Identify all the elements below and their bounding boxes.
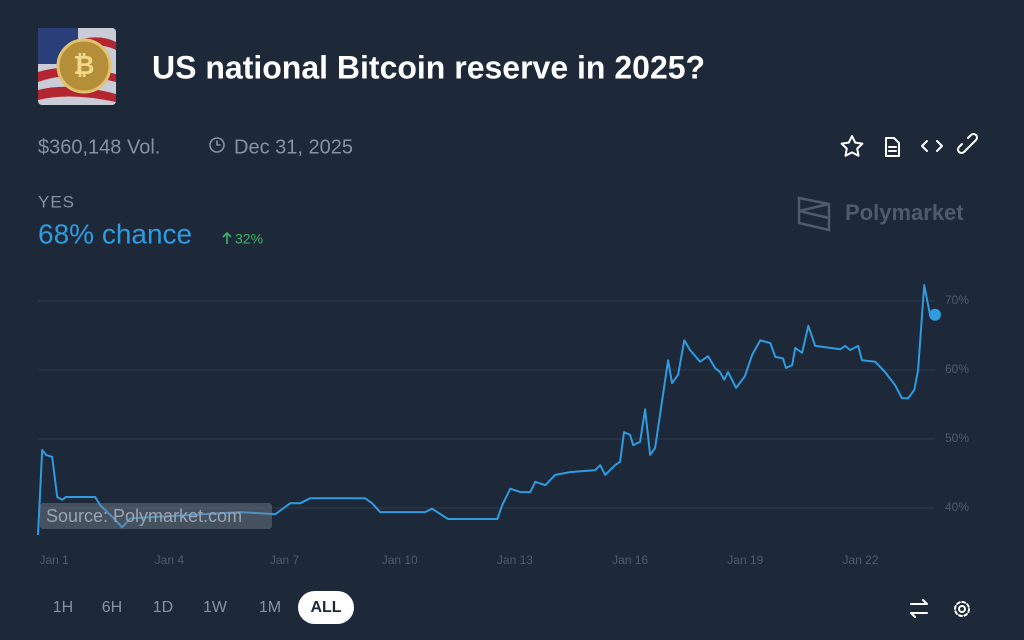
brand-name: Polymarket xyxy=(845,200,964,225)
outcome-change: 32% xyxy=(235,231,263,247)
x-tick-label: Jan 1 xyxy=(39,553,69,567)
y-tick-label: 50% xyxy=(945,431,969,445)
star-button[interactable] xyxy=(840,135,864,157)
x-tick-label: Jan 4 xyxy=(155,553,185,567)
document-button[interactable] xyxy=(885,137,900,157)
svg-text:₿: ₿ xyxy=(73,50,94,80)
embed-button[interactable] xyxy=(921,140,943,152)
range-button[interactable]: 1D xyxy=(153,599,173,616)
price-line xyxy=(37,284,935,535)
x-tick-label: Jan 13 xyxy=(497,553,533,567)
y-tick-label: 60% xyxy=(945,362,969,376)
market-title: US national Bitcoin reserve in 2025? xyxy=(152,49,705,85)
x-tick-label: Jan 7 xyxy=(270,553,300,567)
range-button[interactable]: 1M xyxy=(259,599,281,616)
range-button[interactable]: 1H xyxy=(53,599,73,616)
x-tick-label: Jan 16 xyxy=(612,553,648,567)
range-button[interactable]: 6H xyxy=(102,599,122,616)
y-tick-label: 40% xyxy=(945,500,969,514)
change-arrow xyxy=(222,231,232,244)
volume: $360,148 Vol. xyxy=(38,136,160,158)
outcome-name: YES xyxy=(38,192,75,211)
x-tick-label: Jan 22 xyxy=(842,553,878,567)
swap-button[interactable] xyxy=(910,599,928,618)
range-active-pill xyxy=(298,591,354,624)
market-icon: ₿ xyxy=(38,28,116,105)
y-tick-label: 70% xyxy=(945,293,969,307)
settings-button[interactable] xyxy=(954,601,970,617)
current-point xyxy=(929,308,941,321)
source-badge xyxy=(40,503,272,529)
range-button[interactable]: ALL xyxy=(310,599,341,616)
clock-icon xyxy=(209,137,225,153)
link-button[interactable] xyxy=(956,132,979,155)
outcome-chance: 68% chance xyxy=(38,218,192,249)
brand-logo xyxy=(797,196,831,232)
range-button[interactable]: 1W xyxy=(203,599,228,616)
x-tick-label: Jan 19 xyxy=(727,553,763,567)
x-tick-label: Jan 10 xyxy=(382,553,418,567)
end-date: Dec 31, 2025 xyxy=(234,136,353,158)
source-label: Source: Polymarket.com xyxy=(46,506,242,526)
